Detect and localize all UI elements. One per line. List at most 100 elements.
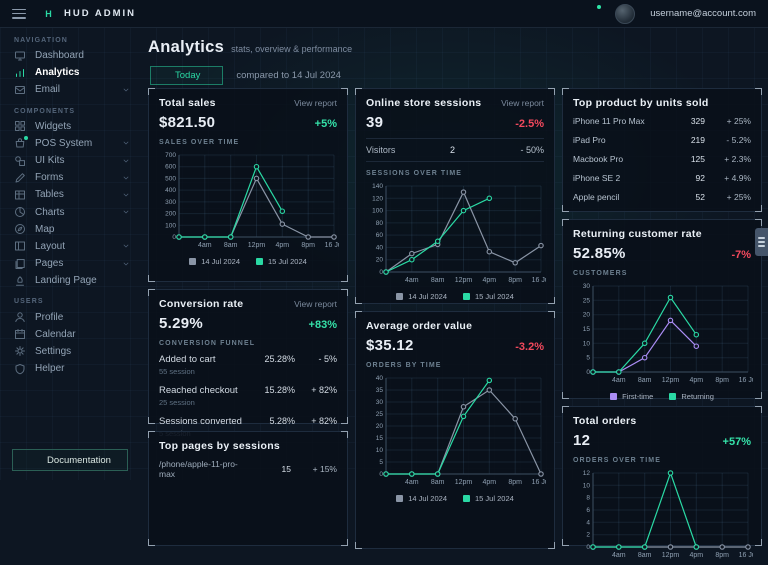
- chart-label: SESSIONS OVER TIME: [366, 170, 463, 177]
- chevron-down-icon: [122, 191, 130, 199]
- chevron-down-icon: [206, 72, 214, 80]
- customers-chart: 0 5 10 15 20 25 30 4am 8am 12pm 4pm 8pm 16 Jul: [573, 281, 758, 390]
- sidebar-item-dashboard[interactable]: Dashboard: [0, 47, 140, 64]
- sidebar-item-landing-page[interactable]: Landing Page: [0, 272, 140, 289]
- sidebar-section-label: Components: [14, 107, 76, 115]
- sidebar: Navigation Dashboard Analytics Email Compone…: [0, 28, 140, 480]
- sales-over-time-chart: 0 100 200 300 400 500 600 700 4am 8am 12pm 4pm 8pm 16…: [159, 150, 344, 255]
- search-icon[interactable]: [528, 7, 542, 21]
- sidebar-item-settings[interactable]: Settings: [0, 343, 140, 360]
- sidebar-item-pages[interactable]: Pages: [0, 255, 140, 272]
- svg-text:4am: 4am: [405, 479, 419, 486]
- svg-text:500: 500: [165, 175, 176, 182]
- card-title: Total orders: [573, 415, 637, 427]
- svg-text:60: 60: [376, 232, 384, 239]
- menu-icon[interactable]: [12, 8, 26, 19]
- metric-delta: -2.5%: [515, 118, 544, 130]
- visitors-delta: - 50%: [520, 145, 544, 155]
- corner-bracket: [548, 311, 555, 318]
- row-value: 125: [690, 153, 705, 164]
- settings-panel-toggle[interactable]: [755, 228, 768, 256]
- widgets-icon: [14, 120, 26, 132]
- sidebar-item-calendar[interactable]: Calendar: [0, 326, 140, 343]
- list-item: iPhone 11 Pro Max 329 + 25%: [573, 111, 751, 130]
- documentation-button[interactable]: Documentation: [12, 449, 128, 471]
- sidebar-item-ui-kits[interactable]: UI Kits: [0, 152, 140, 169]
- svg-text:4am: 4am: [198, 242, 212, 249]
- apps-grid-icon[interactable]: [557, 7, 571, 21]
- sidebar-item-helper[interactable]: Helper: [0, 360, 140, 377]
- svg-text:4pm: 4pm: [689, 552, 703, 559]
- row-label: Added to cart: [159, 353, 216, 365]
- sidebar-item-widgets[interactable]: Widgets: [0, 118, 140, 135]
- bell-icon[interactable]: [586, 4, 602, 21]
- svg-text:12pm: 12pm: [248, 242, 266, 249]
- legend-item: 15 Jul 2024: [463, 292, 514, 301]
- svg-text:12pm: 12pm: [662, 377, 680, 384]
- svg-text:15: 15: [583, 326, 591, 333]
- sidebar-item-forms[interactable]: Forms: [0, 169, 140, 186]
- metric-delta: +5%: [314, 118, 337, 130]
- tables-icon: [14, 189, 26, 201]
- metric-value: 52.85%: [573, 245, 626, 262]
- svg-text:0: 0: [172, 234, 176, 241]
- view-report-link[interactable]: View report: [294, 98, 337, 108]
- sidebar-item-label: Map: [35, 223, 55, 235]
- svg-text:8am: 8am: [638, 552, 652, 559]
- corner-bracket: [548, 297, 555, 304]
- corner-bracket: [755, 392, 762, 399]
- sidebar-item-charts[interactable]: Charts: [0, 204, 140, 221]
- svg-text:5: 5: [379, 459, 383, 466]
- view-report-link[interactable]: View report: [294, 299, 337, 309]
- card-title: Average order value: [366, 320, 473, 332]
- chart-label: CUSTOMERS: [573, 270, 628, 277]
- corner-bracket: [341, 539, 348, 546]
- row-label: Macbook Pro: [573, 153, 624, 164]
- uikits-icon: [14, 155, 26, 167]
- corner-bracket: [341, 417, 348, 424]
- legend-item: 14 Jul 2024: [189, 257, 240, 266]
- sidebar-item-tables[interactable]: Tables: [0, 186, 140, 203]
- corner-bracket: [355, 297, 362, 304]
- card-title: Online store sessions: [366, 97, 482, 109]
- sidebar-item-pos-system[interactable]: POS System: [0, 135, 140, 152]
- svg-text:25: 25: [583, 297, 591, 304]
- row-sublabel: 55 session: [159, 366, 195, 376]
- map-icon: [14, 223, 26, 235]
- orders-by-time-chart: 0 5 10 15 20 25 30 35 40 4am 8am 12pm 4pm 8pm 16 Jul: [366, 373, 551, 492]
- dashboard-icon: [14, 50, 26, 62]
- card-title: Returning customer rate: [573, 228, 702, 240]
- sidebar-item-label: Dashboard: [35, 50, 84, 62]
- sidebar-item-email[interactable]: Email: [0, 81, 140, 98]
- documentation-label: Documentation: [47, 454, 111, 466]
- card-top-products: Top product by units sold iPhone 11 Pro …: [562, 88, 762, 212]
- view-report-link[interactable]: View report: [501, 98, 544, 108]
- chart-label: ORDERS OVER TIME: [573, 457, 661, 464]
- svg-text:8am: 8am: [638, 377, 652, 384]
- sidebar-item-layout[interactable]: Layout: [0, 238, 140, 255]
- mail-icon: [14, 84, 26, 96]
- row-label: /phone/apple-11-pro-max: [159, 458, 238, 479]
- svg-text:2: 2: [586, 532, 590, 539]
- row-delta: + 4.9%: [724, 173, 751, 184]
- sidebar-item-map[interactable]: Map: [0, 221, 140, 238]
- pages-icon: [14, 258, 26, 270]
- chart-legend: 14 Jul 2024 15 Jul 2024: [159, 257, 337, 266]
- sidebar-item-profile[interactable]: Profile: [0, 308, 140, 325]
- orders-over-time-chart: 0 2 4 6 8 10 12 4am 8am 12pm 4pm 8pm 16 Jul: [573, 468, 758, 565]
- sidebar-item-analytics[interactable]: Analytics: [0, 64, 140, 81]
- sidebar-item-label: POS System: [35, 137, 93, 149]
- svg-text:8: 8: [586, 495, 590, 502]
- sidebar-item-label: UI Kits: [35, 155, 65, 167]
- chevron-down-icon: [122, 208, 130, 216]
- account-email[interactable]: username@account.com: [650, 8, 756, 19]
- chart-label: ORDERS BY TIME: [366, 362, 442, 369]
- svg-text:100: 100: [165, 222, 176, 229]
- row-delta: + 25%: [726, 192, 751, 203]
- svg-text:16 Jul: 16 Jul: [325, 242, 339, 249]
- svg-text:16 Jul: 16 Jul: [532, 479, 546, 486]
- period-select-button[interactable]: Today: [150, 66, 224, 85]
- user-avatar[interactable]: [615, 3, 636, 24]
- corner-bracket: [755, 205, 762, 212]
- corner-bracket: [148, 275, 155, 282]
